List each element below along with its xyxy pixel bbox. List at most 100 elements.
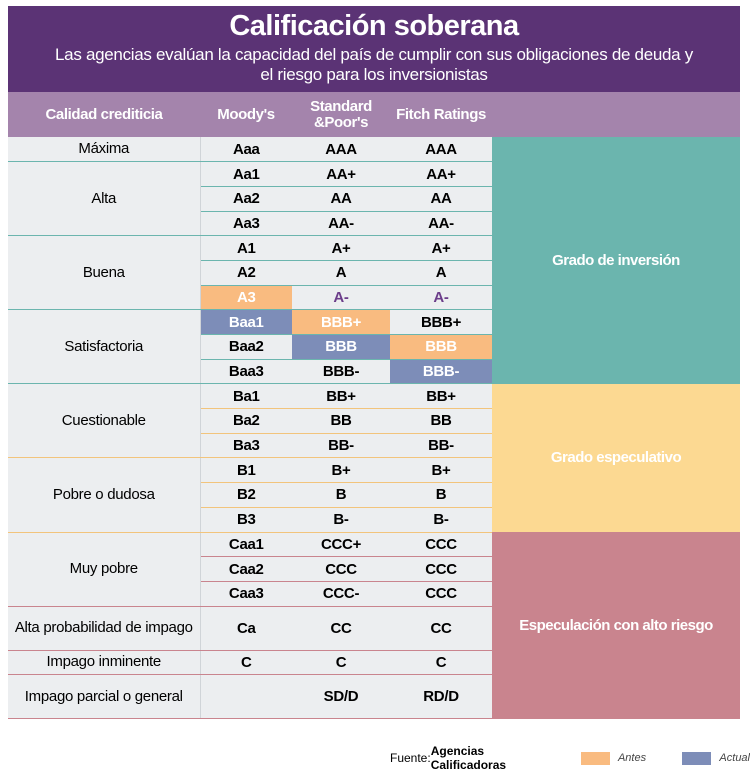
rating-cell: CCC bbox=[292, 556, 390, 582]
table-row: Alta probabilidad de impago Ca CC CC bbox=[8, 606, 740, 651]
header-row: Calidad crediticia Moody's Standard &Poor'… bbox=[8, 92, 740, 137]
table-row: B3 B- B- bbox=[8, 507, 740, 533]
rating-cell: A1 bbox=[200, 235, 292, 261]
rating-cell: A bbox=[292, 260, 390, 286]
rating-cell: CCC- bbox=[292, 581, 390, 607]
rating-cell: AA bbox=[390, 186, 492, 212]
table-row: Baa3 BBB- BBB- bbox=[8, 359, 740, 385]
legend-before: Antes bbox=[617, 752, 647, 764]
rating-cell: AAA bbox=[390, 137, 492, 163]
grade-label: Especulación con alto riesgo bbox=[492, 532, 740, 719]
quality-label: Cuestionable bbox=[8, 383, 201, 459]
legend-current: Actual bbox=[719, 752, 750, 764]
rating-cell: BBB+ bbox=[292, 309, 390, 335]
swatch-current bbox=[682, 751, 712, 765]
rating-cell: BBB- bbox=[390, 359, 492, 385]
table-row: Impago inminente C C C bbox=[8, 650, 740, 676]
ratings-table: Calidad crediticia Moody's Standard &Poor'… bbox=[8, 92, 740, 720]
table-row: Baa2 BBB BBB bbox=[8, 334, 740, 360]
rating-cell: Ba3 bbox=[200, 433, 292, 459]
rating-cell: A+ bbox=[292, 235, 390, 261]
table-row: Caa2 CCC CCC bbox=[8, 556, 740, 582]
quality-label: Máxima bbox=[8, 137, 201, 163]
rating-cell: CC bbox=[292, 606, 390, 651]
grade-label: Grado especulativo bbox=[492, 383, 740, 532]
quality-label: Impago parcial o general bbox=[8, 674, 201, 720]
rating-cell bbox=[200, 674, 292, 720]
rating-cell: BBB bbox=[292, 334, 390, 360]
table-row: Ba2 BB BB bbox=[8, 408, 740, 434]
rating-cell: BBB- bbox=[292, 359, 390, 385]
rating-cell: AA- bbox=[390, 211, 492, 237]
column-header: Calidad crediticia bbox=[8, 92, 200, 137]
rating-cell: Ca bbox=[200, 606, 292, 651]
rating-cell: Baa2 bbox=[200, 334, 292, 360]
table-row: Máxima Aaa AAA AAA Grado de inversión bbox=[8, 137, 740, 384]
rating-cell: A3 bbox=[200, 285, 292, 311]
quality-label: Alta probabilidad de impago bbox=[8, 606, 201, 651]
rating-cell: B3 bbox=[200, 507, 292, 533]
source-label: Fuente: bbox=[390, 751, 431, 765]
table-row: Impago parcial o general SD/D RD/D bbox=[8, 674, 740, 720]
table-row: Satisfactoria Baa1 BBB+ BBB+ bbox=[8, 309, 740, 385]
rating-cell: AAA bbox=[292, 137, 390, 163]
table-row: A2 A A bbox=[8, 260, 740, 286]
rating-cell: Baa3 bbox=[200, 359, 292, 385]
rating-cell: A- bbox=[292, 285, 390, 311]
quality-label: Alta bbox=[8, 161, 201, 237]
rating-cell: CC bbox=[390, 606, 492, 651]
quality-label: Buena bbox=[8, 235, 201, 311]
rating-cell: CCC bbox=[390, 581, 492, 607]
rating-cell: B- bbox=[292, 507, 390, 533]
rating-cell: Ba2 bbox=[200, 408, 292, 434]
column-header-blank bbox=[492, 92, 740, 137]
rating-cell: A+ bbox=[390, 235, 492, 261]
table-row: Muy pobre Caa1 CCC+ CCC Especulación con alt… bbox=[8, 532, 740, 719]
rating-cell: C bbox=[292, 650, 390, 676]
rating-cell: Aa1 bbox=[200, 161, 292, 187]
rating-cell: C bbox=[390, 650, 492, 676]
column-header: Moody's bbox=[200, 92, 292, 137]
table-row: Alta Aa1 AA+ AA+ bbox=[8, 161, 740, 237]
rating-cell: B1 bbox=[200, 457, 292, 484]
rating-cell: A- bbox=[390, 285, 492, 311]
rating-cell: Aa2 bbox=[200, 186, 292, 212]
rating-cell: Aa3 bbox=[200, 211, 292, 237]
rating-cell: B bbox=[390, 482, 492, 508]
rating-cell: BB- bbox=[292, 433, 390, 459]
rating-cell: BB+ bbox=[390, 383, 492, 410]
table-body: Máxima Aaa AAA AAA Grado de inversión Alta Aa1… bbox=[8, 137, 740, 720]
column-header: Standard &Poor's bbox=[292, 92, 390, 137]
rating-cell: CCC bbox=[390, 556, 492, 582]
column-header: Fitch Ratings bbox=[390, 92, 492, 137]
rating-cell: Caa1 bbox=[200, 532, 292, 558]
rating-cell: BB bbox=[390, 408, 492, 434]
table-row: Aa3 AA- AA- bbox=[8, 211, 740, 237]
swatch-before bbox=[580, 751, 610, 765]
rating-cell: AA+ bbox=[390, 161, 492, 187]
rating-cell: BBB+ bbox=[390, 309, 492, 335]
header: Calificación soberana Las agencias evalú… bbox=[8, 6, 740, 92]
rating-cell: BBB bbox=[390, 334, 492, 360]
quality-label: Pobre o dudosa bbox=[8, 457, 201, 533]
rating-cell: SD/D bbox=[292, 674, 390, 720]
table-row: Caa3 CCC- CCC bbox=[8, 581, 740, 607]
quality-label: Impago inminente bbox=[8, 650, 201, 676]
table-row: Ba3 BB- BB- bbox=[8, 433, 740, 459]
rating-cell: B2 bbox=[200, 482, 292, 508]
rating-cell: Caa2 bbox=[200, 556, 292, 582]
rating-cell: B bbox=[292, 482, 390, 508]
rating-cell: BB bbox=[292, 408, 390, 434]
source: Agencias Calificadoras bbox=[430, 744, 507, 772]
rating-cell: CCC bbox=[390, 532, 492, 558]
rating-cell: Caa3 bbox=[200, 581, 292, 607]
rating-cell: B+ bbox=[390, 457, 492, 484]
rating-cell: CCC+ bbox=[292, 532, 390, 558]
rating-cell: AA bbox=[292, 186, 390, 212]
table-row: Buena A1 A+ A+ bbox=[8, 235, 740, 311]
table-row: B2 B B bbox=[8, 482, 740, 508]
rating-cell: AA+ bbox=[292, 161, 390, 187]
rating-cell: AA- bbox=[292, 211, 390, 237]
table-row: Cuestionable Ba1 BB+ BB+ Grado especulativo bbox=[8, 383, 740, 532]
